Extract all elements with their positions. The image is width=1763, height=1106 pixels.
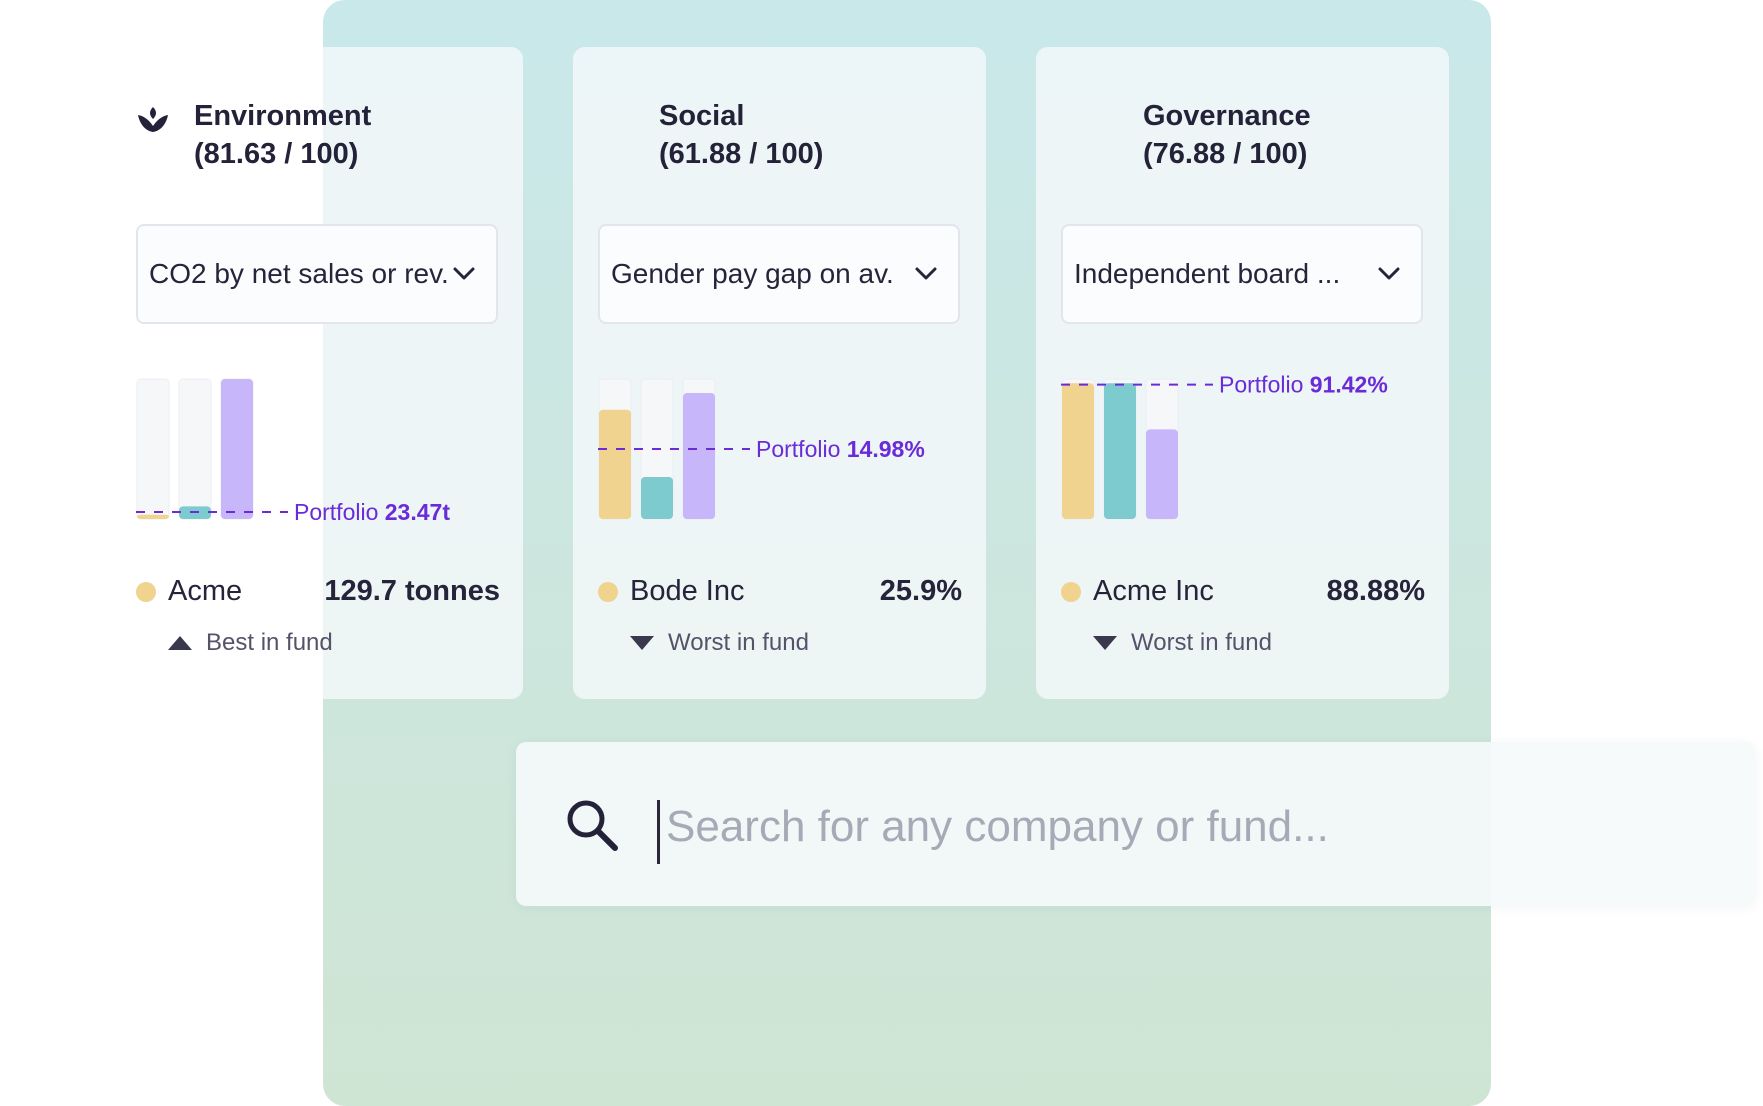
search-icon[interactable] [564, 797, 620, 853]
company-value: 88.88% [1326, 575, 1425, 607]
card-social: Social (61.88 / 100) Gender pay gap on a… [573, 47, 986, 699]
metric-dropdown[interactable]: CO2 by net sales or rev. [136, 224, 498, 324]
company-row: Acme Inc 88.88% [1061, 575, 1425, 608]
card-title: Social [659, 100, 745, 132]
sector-bar-track [178, 378, 212, 520]
triangle-down-icon [630, 636, 654, 650]
card-title: Governance [1143, 100, 1311, 132]
text-caret [657, 800, 660, 864]
rank-label: Best in fund [206, 629, 333, 656]
triangle-down-icon [1093, 636, 1117, 650]
dropdown-value: Gender pay gap on av. [611, 258, 894, 289]
benchmark-bar [221, 379, 253, 519]
search-input[interactable] [666, 782, 1626, 872]
card-score: (61.88 / 100) [659, 138, 824, 170]
company-row: Bode Inc 25.9% [598, 575, 962, 608]
governance-chart: Portfolio 91.42% [1061, 367, 1461, 587]
benchmark-bar [1146, 429, 1178, 519]
card-governance: Governance (76.88 / 100) Independent boa… [1036, 47, 1449, 699]
card-score: (76.88 / 100) [1143, 138, 1308, 170]
benchmark-bar [683, 393, 715, 519]
social-chart: Portfolio 14.98% [598, 367, 998, 587]
company-value: 129.7 tonnes [324, 575, 500, 607]
chart-svg: Portfolio 23.47t [136, 378, 450, 525]
card-score: (81.63 / 100) [194, 138, 359, 170]
company-name: Bode Inc [630, 575, 745, 607]
rank-row: Worst in fund [630, 629, 809, 657]
card-environment-background [323, 47, 523, 699]
rank-row: Worst in fund [1093, 629, 1272, 657]
search-bar[interactable] [516, 742, 1756, 906]
company-dot [1061, 581, 1081, 602]
portfolio-label: Portfolio 23.47t [294, 499, 450, 525]
company-bar [1062, 383, 1094, 519]
company-dot [136, 581, 156, 602]
portfolio-label: Portfolio 14.98% [756, 436, 925, 462]
company-value: 25.9% [879, 575, 962, 607]
chevron-down-icon [1378, 267, 1400, 280]
portfolio-label: Portfolio 91.42% [1219, 372, 1388, 398]
card-header: Governance (76.88 / 100) [1143, 97, 1311, 173]
rank-label: Worst in fund [668, 629, 809, 656]
company-dot [598, 581, 618, 602]
leaf-icon [138, 107, 168, 132]
chart-svg: Portfolio 14.98% [598, 378, 925, 520]
company-bar-track [136, 378, 170, 520]
sector-bar [1104, 383, 1136, 519]
card-title: Environment [194, 100, 372, 132]
company-row: Acme 129.7 tonnes [136, 575, 500, 608]
company-bar [599, 409, 631, 519]
environment-chart: Portfolio 23.47t [136, 367, 536, 587]
card-header: Social (61.88 / 100) [659, 97, 823, 173]
chevron-down-icon [453, 267, 475, 280]
sector-bar [641, 477, 673, 519]
metric-dropdown[interactable]: Gender pay gap on av. [598, 224, 960, 324]
card-environment: Environment (81.63 / 100) CO2 by net sal… [0, 47, 523, 699]
metric-dropdown[interactable]: Independent board ... [1061, 224, 1423, 324]
rank-label: Worst in fund [1131, 629, 1272, 656]
triangle-up-icon [168, 636, 192, 650]
dropdown-value: Independent board ... [1074, 258, 1341, 289]
chevron-down-icon [915, 267, 937, 280]
card-header: Environment (81.63 / 100) [136, 97, 371, 173]
rank-row: Best in fund [168, 629, 333, 657]
company-name: Acme Inc [1093, 575, 1214, 607]
dropdown-value: CO2 by net sales or rev. [149, 258, 449, 289]
chart-svg: Portfolio 91.42% [1061, 372, 1388, 520]
company-bar [137, 514, 169, 519]
company-name: Acme [168, 575, 243, 607]
